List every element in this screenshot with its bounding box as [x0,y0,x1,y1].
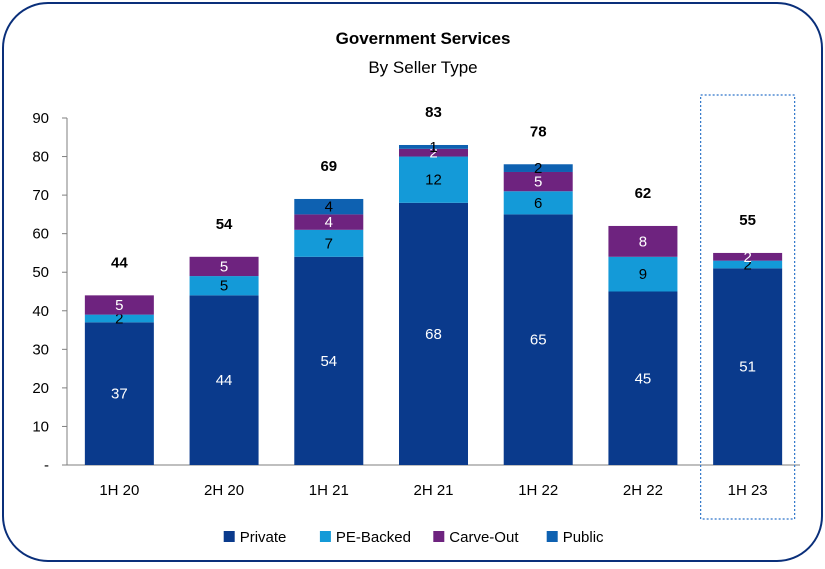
bar-segment-carve-out [503,171,573,192]
bar-total-label: 54 [216,216,233,233]
y-tick-label: 60 [32,226,49,243]
bar-segment-private [399,202,468,466]
bar-value-label: 7 [325,235,333,252]
bar-segment-carve-out [713,252,783,261]
bar-value-label: 65 [530,332,547,349]
legend-label: Private [240,529,287,546]
y-tick-label: 30 [32,341,49,358]
bar-total-label: 62 [635,185,652,202]
y-tick-label: 90 [32,110,49,127]
legend-label: Carve-Out [449,529,519,546]
chart-subtitle: By Seller Type [368,58,477,77]
legend-swatch [319,531,331,542]
bar-value-label: 2 [429,145,437,162]
bar-value-label: 5 [115,297,123,314]
legend-label: Public [563,529,604,546]
legend-label: PE-Backed [336,529,411,546]
bar-value-label: 8 [639,233,647,250]
bar-segment-private [608,291,678,465]
bar-value-label: 2 [534,160,542,177]
bar-segment-public [294,198,364,215]
bar-value-label: 2 [115,310,123,327]
bar-value-label: 44 [216,372,233,389]
bar-total-label: 83 [425,104,442,121]
bar-value-label: 54 [320,353,337,370]
x-tick-label: 1H 20 [99,482,139,499]
bar-total-label: 78 [530,123,547,140]
bar-segment-carve-out [608,225,678,257]
bar-total-label: 69 [320,158,337,175]
legend: Private PE-Backed Carve-Out Public [223,529,604,546]
bar-segment-pe-backed [399,156,468,203]
bar-segment-private [294,256,364,465]
y-tick-label: 10 [32,418,49,435]
bar-value-label: 51 [739,359,756,376]
bar-segment-carve-out [189,256,259,277]
bar-segment-pe-backed [84,314,154,323]
bar-segment-carve-out [399,148,468,157]
bar-segment-pe-backed [608,256,678,292]
legend-swatch [433,531,445,542]
bar-segment-pe-backed [713,260,783,269]
bar-value-label: 37 [111,386,128,403]
x-tick-label: 1H 23 [728,482,768,499]
bar-value-label: 5 [534,174,542,191]
bar-segment-private [84,322,154,465]
y-tick-label: 80 [32,149,49,166]
bar-value-label: 5 [220,258,228,275]
bar-segment-pe-backed [503,191,573,215]
bar-total-label: 55 [739,212,756,229]
y-tick-label: - [44,457,49,474]
bar-value-label: 2 [743,257,751,274]
y-tick-label: 20 [32,380,49,397]
bar-value-label: 1 [429,139,437,156]
bar-segment-pe-backed [294,229,364,257]
y-tick-label: 40 [32,303,49,320]
highlight-box [700,94,796,520]
bar-value-label: 45 [635,370,652,387]
legend-swatch [223,531,235,542]
x-tick-label: 1H 21 [309,482,349,499]
bar-segment-carve-out [84,295,154,315]
bar-value-label: 4 [325,214,333,231]
y-tick-label: 70 [32,187,49,204]
chart-title: Government Services [336,29,511,48]
bar-value-label: 9 [639,266,647,283]
x-tick-label: 1H 22 [518,482,558,499]
bar-value-label: 4 [325,199,333,216]
bar-value-label: 12 [425,172,442,189]
y-tick-label: 50 [32,264,49,281]
bar-segment-carve-out [294,214,364,230]
bar-total-label: 44 [111,254,128,271]
x-tick-label: 2H 21 [413,482,453,499]
bar-segment-private [503,214,573,465]
bar-segment-public [399,144,468,149]
bar-value-label: 2 [743,249,751,266]
bar-value-label: 5 [220,278,228,295]
legend-swatch [546,531,558,542]
bar-segment-private [189,295,259,465]
bar-segment-pe-backed [189,276,259,296]
bar-value-label: 6 [534,195,542,212]
x-tick-label: 2H 22 [623,482,663,499]
bar-segment-public [503,164,573,172]
x-tick-label: 2H 20 [204,482,244,499]
bar-value-label: 68 [425,326,442,343]
bar-segment-private [713,268,783,465]
